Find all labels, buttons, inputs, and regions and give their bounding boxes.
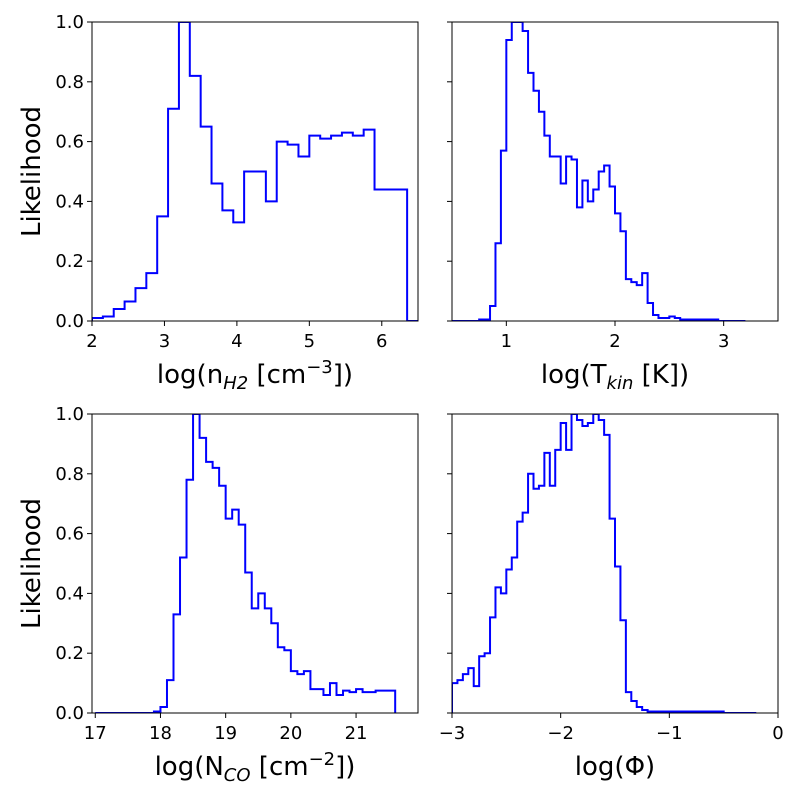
axes-frame	[451, 413, 779, 714]
x-tick-label: 2	[609, 331, 620, 352]
x-tick-label: 3	[159, 331, 170, 352]
histogram-step-line	[452, 22, 746, 321]
x-tick-label: 17	[84, 723, 107, 744]
y-axis-label: Likelihood	[17, 106, 47, 237]
x-axis-label: log(Tkin [K])	[541, 360, 689, 394]
x-tick-label: 3	[718, 331, 729, 352]
x-tick-label: 18	[149, 723, 172, 744]
x-tick-label: 21	[345, 723, 368, 744]
axes-frame	[451, 21, 779, 322]
x-tick-label: −3	[439, 723, 466, 744]
y-tick-label: 0.6	[55, 524, 84, 545]
y-tick-label: 0.4	[55, 191, 84, 212]
y-tick-label: 0.2	[55, 251, 84, 272]
x-axis-label: log(nH2 [cm−3])	[157, 357, 353, 394]
x-tick-label: 4	[231, 331, 242, 352]
x-tick-label: 1	[501, 331, 512, 352]
histogram-step-line	[92, 22, 418, 321]
y-tick-label: 0.8	[55, 72, 84, 93]
panel-bottom-right: −3 −2 −1 0 log(Φ)	[439, 413, 784, 782]
y-tick-label: 0.4	[55, 583, 84, 604]
histogram-step-line	[452, 414, 757, 713]
x-axis-label: log(Φ)	[575, 752, 655, 782]
y-axis-label: Likelihood	[17, 498, 47, 629]
y-tick-label: 0.0	[55, 703, 84, 724]
x-tick-label: 6	[376, 331, 387, 352]
x-tick-label: 5	[304, 331, 315, 352]
panel-top-right: 1 2 3 log(Tkin [K])	[447, 21, 779, 394]
y-tick-label: 0.8	[55, 464, 84, 485]
y-tick-label: 0.6	[55, 132, 84, 153]
y-tick-label: 1.0	[55, 12, 84, 33]
x-tick-label: 2	[86, 331, 97, 352]
x-tick-label: 20	[279, 723, 302, 744]
y-tick-label: 1.0	[55, 404, 84, 425]
histogram-step-line	[95, 414, 397, 713]
panel-bottom-left: 0.0 0.2 0.4 0.6 0.8 1.0 17 18 19 20 21 log(NCO [cm−…	[17, 404, 419, 786]
x-tick-label: −2	[547, 723, 574, 744]
x-tick-label: −1	[656, 723, 683, 744]
x-tick-label: 0	[772, 723, 783, 744]
panel-top-left: 0.0 0.2 0.4 0.6 0.8 1.0 2 3 4 5 6 log(nH2 [cm−3]) Li…	[17, 12, 419, 394]
x-axis-label: log(NCO [cm−2])	[155, 749, 356, 786]
y-tick-label: 0.0	[55, 311, 84, 332]
x-tick-label: 19	[214, 723, 237, 744]
y-tick-label: 0.2	[55, 643, 84, 664]
axes-frame	[91, 21, 419, 322]
axes-frame	[91, 413, 419, 714]
